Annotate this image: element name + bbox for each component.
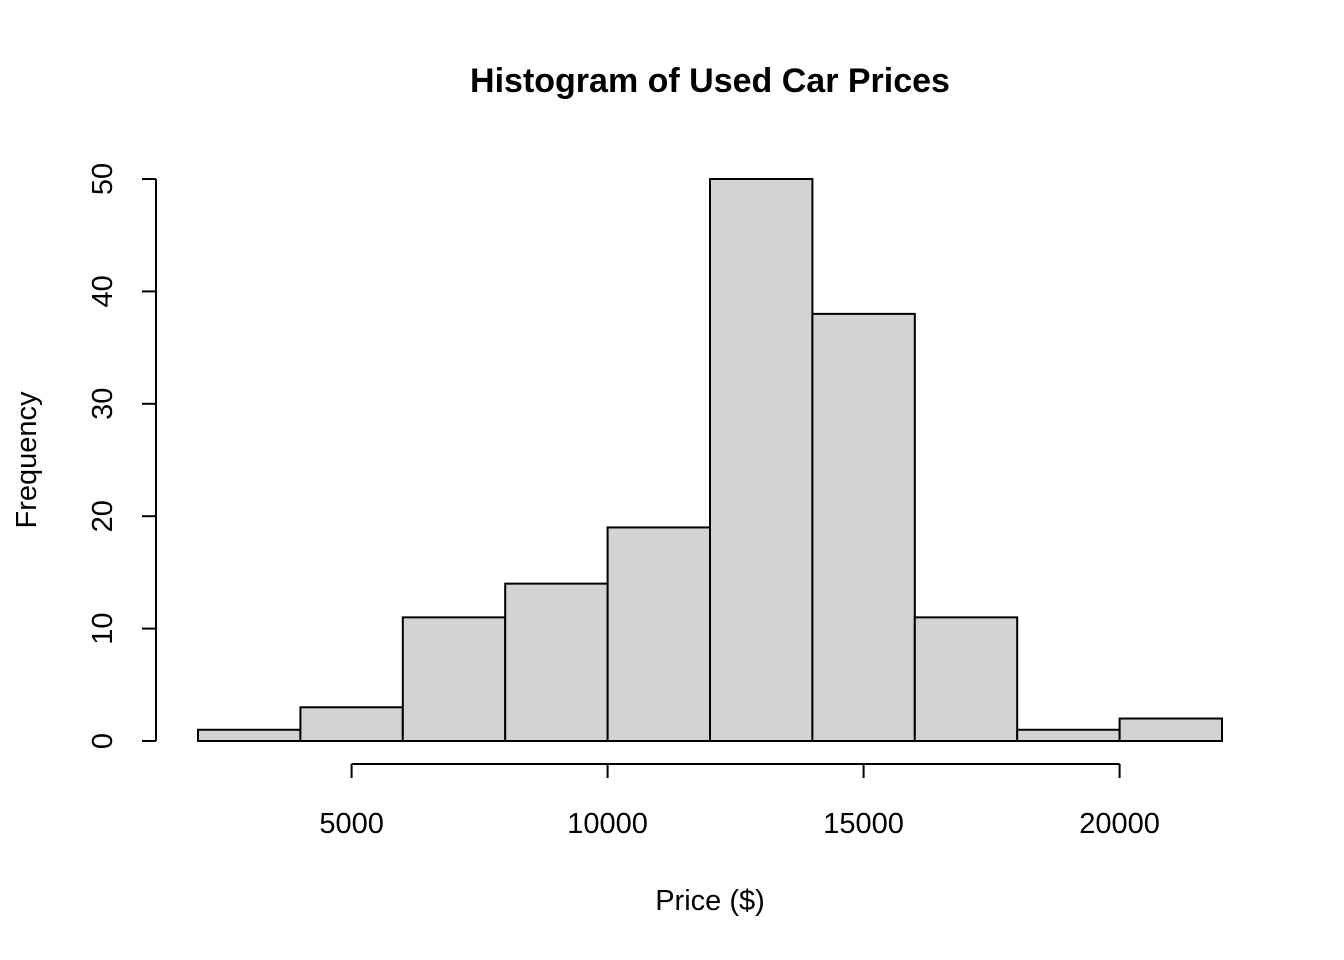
x-tick-label: 20000 <box>1079 808 1160 840</box>
y-tick-label: 20 <box>87 500 119 532</box>
bars-group <box>197 178 1223 743</box>
x-axis-label: Price ($) <box>655 885 765 917</box>
y-axis-label: Frequency <box>11 391 43 529</box>
y-tick-label: 0 <box>87 733 119 749</box>
histogram-bar <box>1118 717 1223 743</box>
histogram-bar <box>197 728 302 743</box>
histogram-bar <box>299 706 404 743</box>
histogram-bar <box>811 312 916 742</box>
histogram-bar <box>913 616 1019 742</box>
y-tick-label: 10 <box>87 612 119 644</box>
y-tick-label: 30 <box>87 388 119 420</box>
histogram-bar <box>709 178 814 742</box>
x-axis: 5000 10000 15000 20000 <box>319 763 1160 840</box>
histogram-bar <box>606 526 711 742</box>
x-tick-label: 15000 <box>823 808 904 840</box>
histogram-bar <box>401 616 507 742</box>
y-tick-label: 40 <box>87 275 119 307</box>
histogram-bar <box>504 582 609 743</box>
y-tick-label: 50 <box>87 163 119 195</box>
histogram-bar <box>1016 728 1121 743</box>
x-tick-label: 10000 <box>567 808 648 840</box>
x-tick-label: 5000 <box>319 808 384 840</box>
chart-title: Histogram of Used Car Prices <box>470 62 950 100</box>
y-axis: 0 10 20 30 40 50 <box>87 163 157 749</box>
